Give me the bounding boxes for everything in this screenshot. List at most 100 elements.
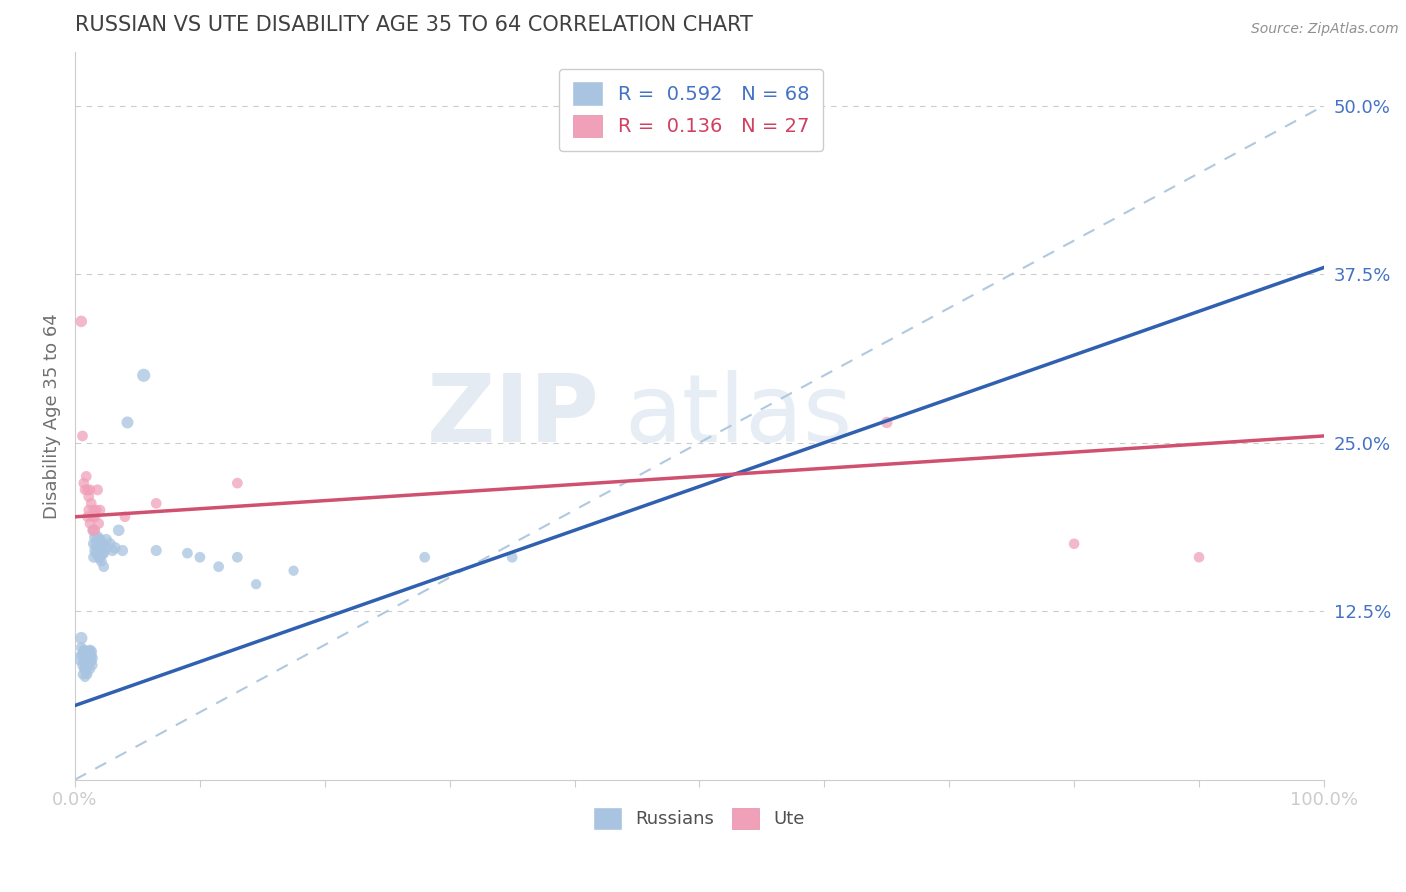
Point <box>86 483 108 497</box>
Point <box>87 516 110 531</box>
Point <box>77 503 100 517</box>
Point <box>82 523 104 537</box>
Point <box>86 541 108 555</box>
Point <box>82 651 104 665</box>
Point <box>96 541 118 555</box>
Point <box>70 314 93 328</box>
Point <box>86 530 108 544</box>
Point <box>226 476 249 491</box>
Point <box>70 651 93 665</box>
Point <box>84 530 107 544</box>
Text: Source: ZipAtlas.com: Source: ZipAtlas.com <box>1251 22 1399 37</box>
Point <box>76 509 98 524</box>
Point <box>72 648 94 663</box>
Point <box>73 661 96 675</box>
Point <box>87 550 110 565</box>
Point <box>176 546 198 560</box>
Point <box>82 658 104 673</box>
Point <box>77 490 100 504</box>
Point <box>73 476 96 491</box>
Y-axis label: Disability Age 35 to 64: Disability Age 35 to 64 <box>44 313 60 518</box>
Point <box>76 648 98 663</box>
Point <box>79 643 101 657</box>
Point <box>70 640 93 655</box>
Point <box>84 509 107 524</box>
Point <box>226 550 249 565</box>
Point <box>75 666 97 681</box>
Point <box>76 667 98 681</box>
Point <box>101 543 124 558</box>
Point <box>84 546 107 560</box>
Point <box>1188 550 1211 565</box>
Point <box>73 670 96 684</box>
Point <box>76 654 98 668</box>
Point <box>80 644 103 658</box>
Point <box>84 503 107 517</box>
Point <box>73 483 96 497</box>
Point <box>114 509 136 524</box>
Point <box>87 543 110 558</box>
Point <box>72 429 94 443</box>
Point <box>91 537 114 551</box>
Point <box>145 496 167 510</box>
Point <box>84 537 107 551</box>
Text: ZIP: ZIP <box>426 369 599 462</box>
Point <box>79 516 101 531</box>
Point <box>80 648 103 663</box>
Point <box>73 654 96 668</box>
Point <box>72 658 94 673</box>
Point <box>80 654 103 668</box>
Point <box>77 644 100 658</box>
Point <box>83 503 105 517</box>
Point <box>413 550 436 565</box>
Point <box>207 559 229 574</box>
Point <box>89 503 111 517</box>
Point <box>98 537 121 551</box>
Point <box>90 554 112 568</box>
Point <box>145 543 167 558</box>
Point <box>501 550 523 565</box>
Point <box>76 661 98 675</box>
Point <box>77 648 100 663</box>
Point <box>83 523 105 537</box>
Text: RUSSIAN VS UTE DISABILITY AGE 35 TO 64 CORRELATION CHART: RUSSIAN VS UTE DISABILITY AGE 35 TO 64 C… <box>75 15 752 35</box>
Point <box>245 577 267 591</box>
Point <box>1063 537 1085 551</box>
Point <box>90 540 112 554</box>
Point <box>76 483 98 497</box>
Point <box>93 559 115 574</box>
Point <box>79 662 101 676</box>
Point <box>73 644 96 658</box>
Point <box>75 644 97 658</box>
Point <box>89 533 111 547</box>
Point <box>111 543 134 558</box>
Point <box>73 662 96 676</box>
Point <box>84 543 107 558</box>
Point <box>132 368 155 383</box>
Point <box>80 496 103 510</box>
Point <box>72 667 94 681</box>
Point <box>84 523 107 537</box>
Point <box>91 546 114 560</box>
Point <box>283 564 305 578</box>
Point <box>89 550 111 565</box>
Point <box>83 550 105 565</box>
Point <box>82 509 104 524</box>
Point <box>93 546 115 560</box>
Point <box>73 651 96 665</box>
Point <box>83 537 105 551</box>
Point <box>876 416 898 430</box>
Point <box>79 651 101 665</box>
Text: atlas: atlas <box>624 369 853 462</box>
Point <box>188 550 211 565</box>
Point <box>96 533 118 547</box>
Point <box>73 643 96 657</box>
Point <box>70 631 93 645</box>
Point <box>117 416 139 430</box>
Legend: Russians, Ute: Russians, Ute <box>586 801 813 836</box>
Point <box>75 469 97 483</box>
Point <box>75 654 97 668</box>
Point <box>77 657 100 671</box>
Point <box>107 523 129 537</box>
Point <box>79 483 101 497</box>
